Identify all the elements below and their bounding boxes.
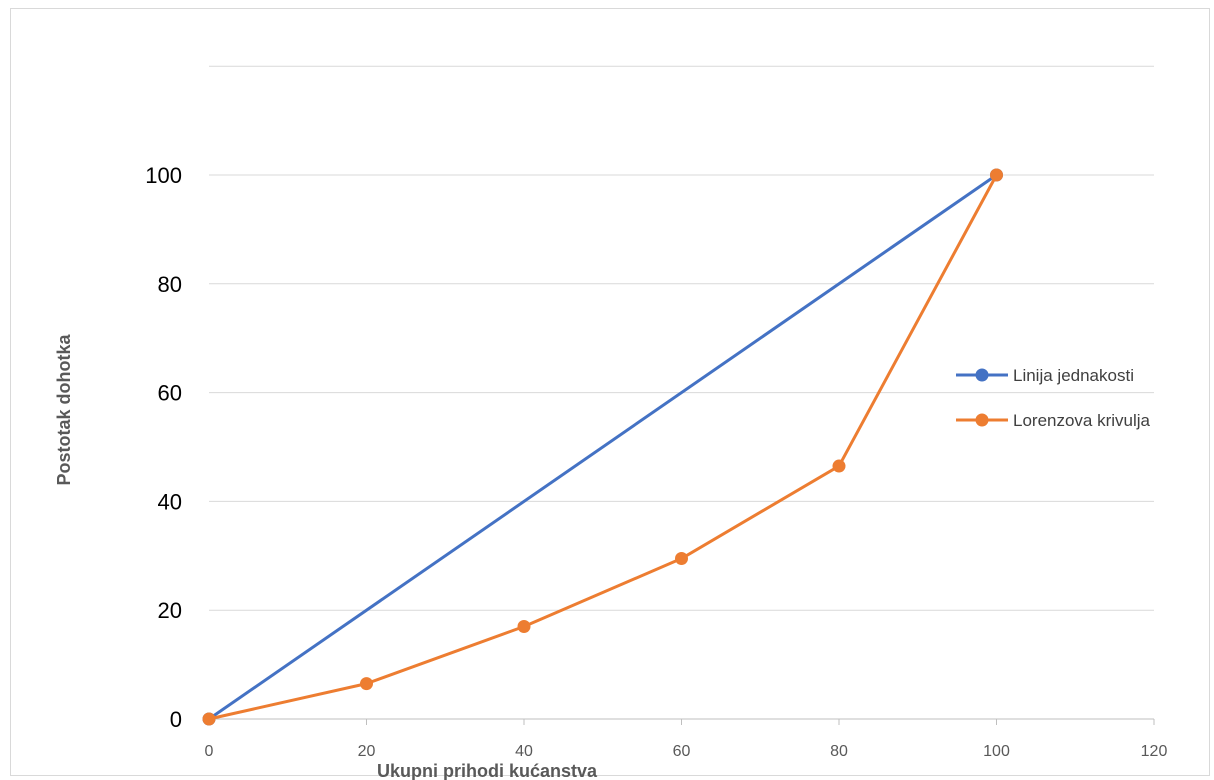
x-tick-label: 60	[673, 743, 691, 760]
y-tick-label: 80	[158, 272, 182, 297]
data-point	[675, 552, 688, 566]
data-point	[360, 677, 373, 691]
series-line	[208, 174, 998, 721]
y-tick-label: 40	[158, 489, 182, 514]
chart-frame	[10, 8, 1210, 776]
y-tick-label: 100	[145, 163, 182, 188]
x-tick-label: 40	[515, 743, 533, 760]
y-tick-label: 0	[170, 707, 182, 732]
data-point	[832, 459, 846, 473]
y-tick-label: 20	[158, 598, 182, 623]
y-tick-label: 60	[158, 381, 182, 406]
data-point	[990, 168, 1003, 182]
data-point	[202, 712, 216, 726]
x-tick-label: 80	[830, 743, 848, 760]
x-tick-label: 100	[983, 743, 1010, 760]
x-axis-title: Ukupni prihodi kućanstva	[377, 761, 598, 780]
legend-marker	[975, 413, 989, 427]
legend-marker	[975, 368, 989, 382]
y-axis-title: Postotak dohotka	[54, 334, 74, 486]
legend-label: Linija jednakosti	[1013, 366, 1134, 385]
x-tick-label: 20	[358, 743, 376, 760]
series-line	[208, 173, 998, 721]
x-tick-label: 120	[1141, 743, 1168, 760]
x-tick-label: 0	[205, 743, 214, 760]
legend-label: Lorenzova krivulja	[1013, 411, 1151, 430]
data-point	[517, 620, 531, 634]
